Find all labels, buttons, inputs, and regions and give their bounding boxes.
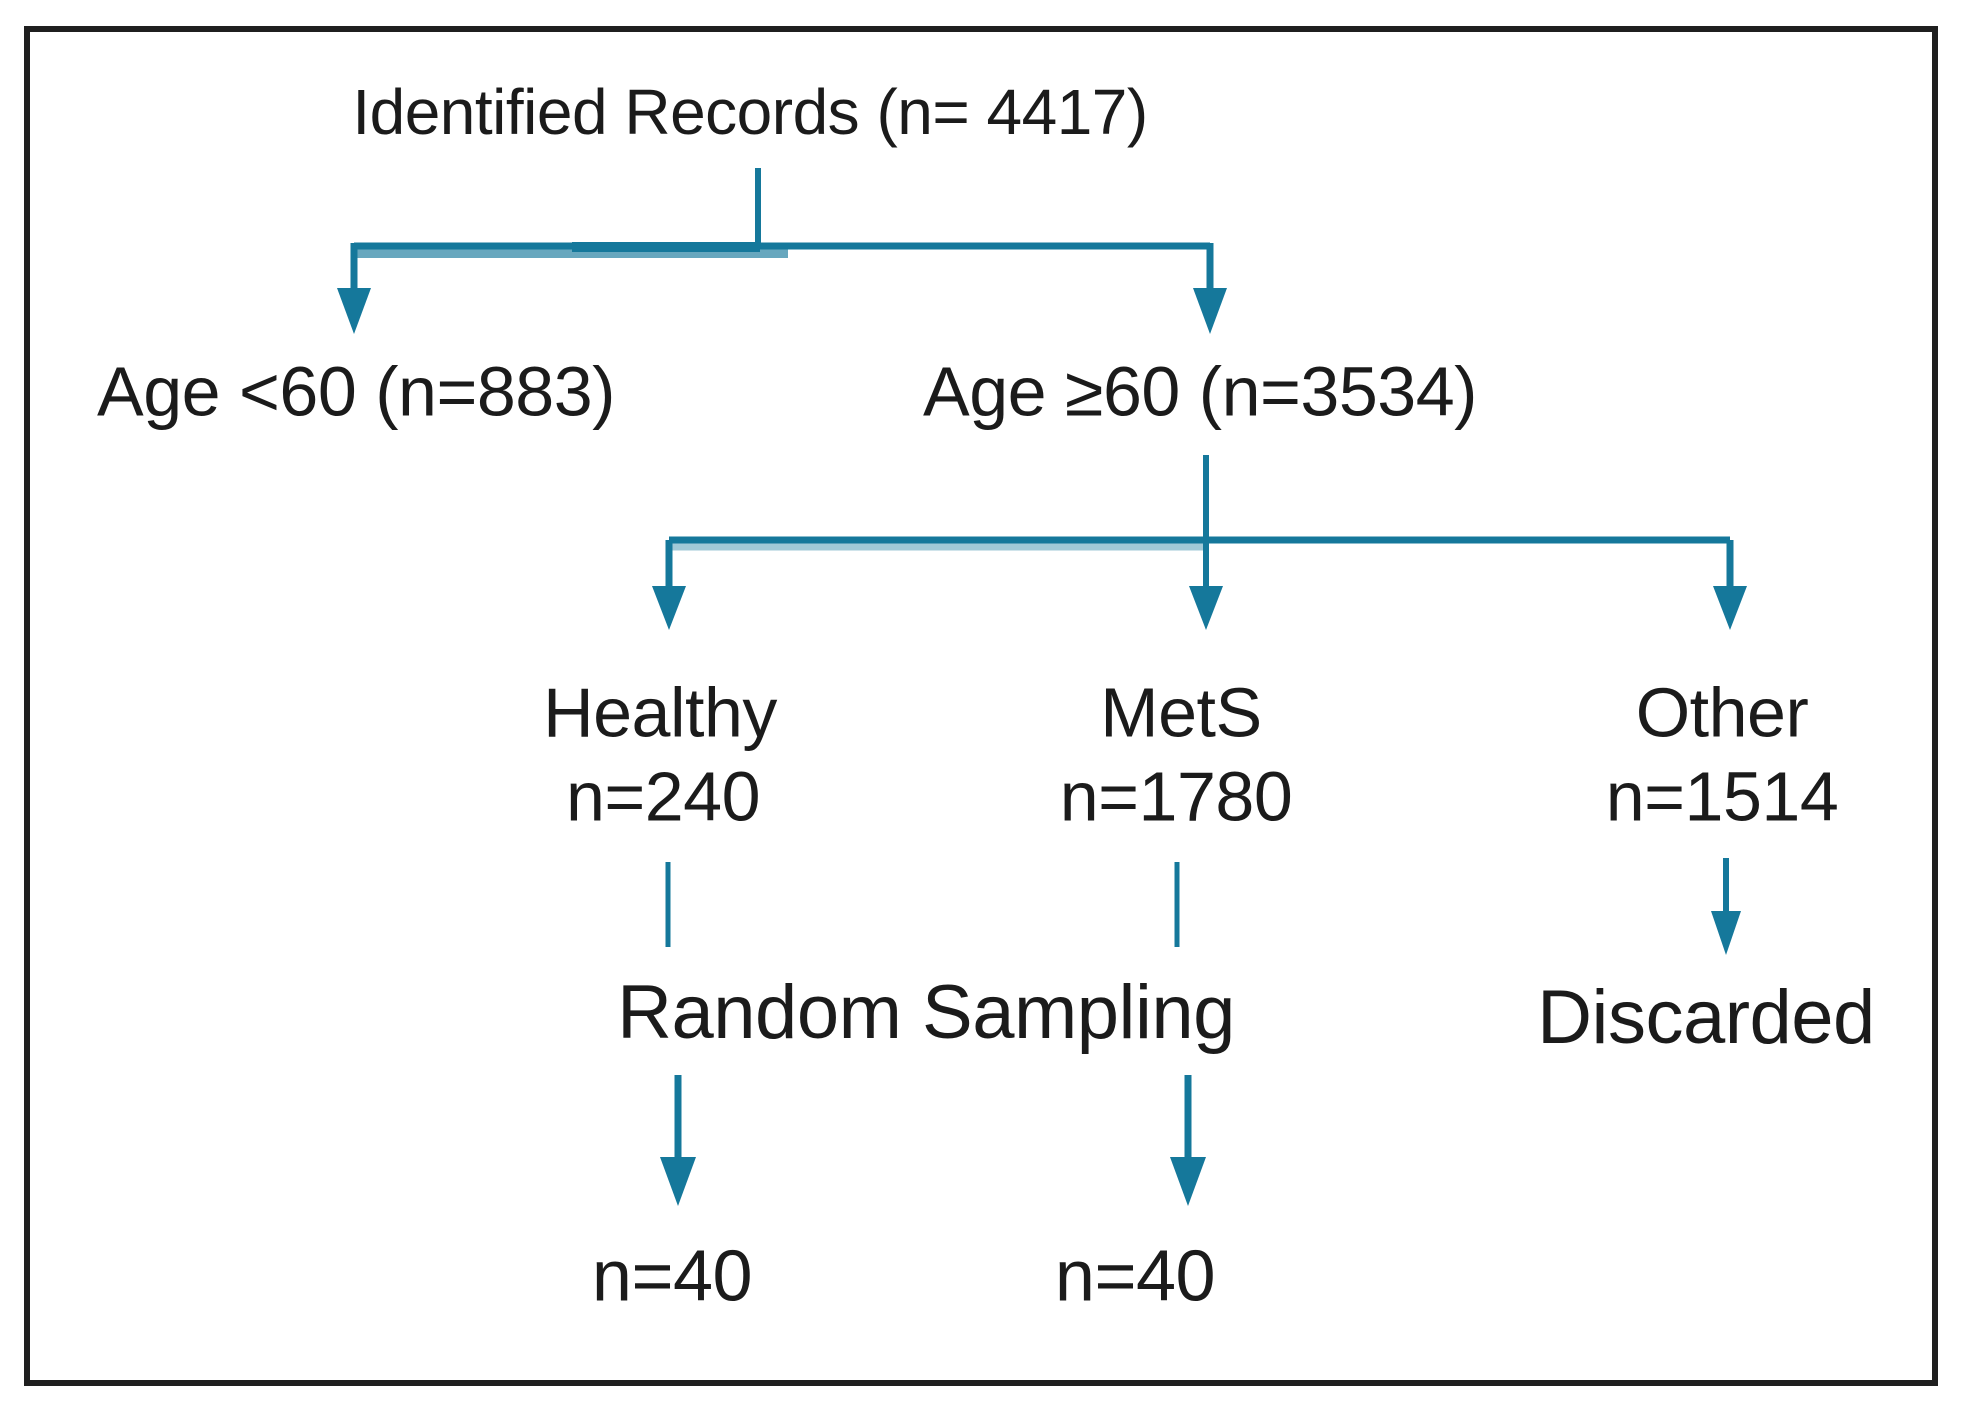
- arrowhead-n40-right: [1170, 1157, 1206, 1206]
- node-healthy-sample-count: n=40: [591, 1236, 753, 1317]
- node-random-sampling: Random Sampling: [617, 970, 1235, 1056]
- arrowhead-age-over: [1193, 288, 1227, 334]
- figure-border: [24, 26, 1938, 1386]
- node-healthy-count: n=240: [565, 757, 761, 836]
- node-mets-count: n=1780: [1059, 757, 1293, 836]
- arrowhead-age-under: [337, 288, 371, 334]
- arrowhead-discarded: [1711, 911, 1741, 955]
- arrowhead-mets: [1189, 586, 1223, 630]
- node-mets-sample-count: n=40: [1054, 1236, 1216, 1317]
- node-mets-label: MetS: [1100, 673, 1262, 752]
- node-other-label: Other: [1635, 673, 1809, 752]
- node-other-count: n=1514: [1605, 757, 1839, 836]
- arrowhead-n40-left: [660, 1157, 696, 1206]
- node-age-under-60: Age <60 (n=883): [97, 352, 615, 431]
- arrowhead-healthy: [652, 586, 686, 630]
- node-age-60-plus: Age ≥60 (n=3534): [923, 352, 1477, 431]
- node-identified-records: Identified Records (n= 4417): [352, 75, 1148, 148]
- arrowhead-other: [1713, 586, 1747, 630]
- node-healthy-label: Healthy: [543, 673, 777, 752]
- node-discarded: Discarded: [1537, 975, 1875, 1061]
